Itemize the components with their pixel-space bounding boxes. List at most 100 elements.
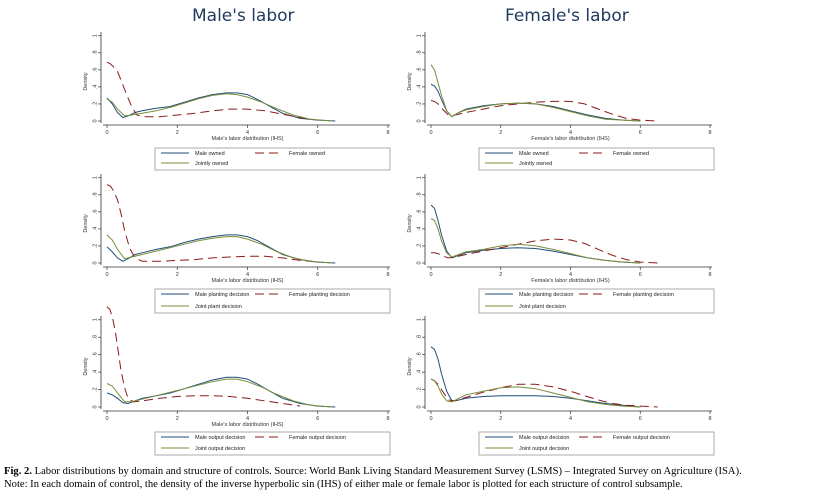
legend-label-3: Joint output decision [195,446,245,452]
x-tick-label: 4 [246,416,249,422]
legend-label-2: Female planting decision [289,292,350,298]
series-line-3 [430,64,641,122]
legend-label-2: Female planting decision [613,292,674,298]
x-tick-label: 8 [386,130,389,136]
y-tick-label: 1 [92,176,98,179]
panel-2: 0 .2 .4 .6 .8 1 Density 0 2 4 6 8 Female's labor dis… [407,32,715,171]
legend-label-2: Female output decision [289,435,346,441]
y-tick-label: .2 [92,387,98,392]
legend-label-2: Female owned [613,151,649,157]
legend-label-1: Male planting decision [195,292,249,298]
y-tick-label: .8 [416,335,422,340]
x-tick-label: 4 [569,272,572,278]
legend-box [154,431,391,456]
panel-4: 0 .2 .4 .6 .8 1 Density 0 2 4 6 8 Female's labor dis… [407,174,715,314]
series-line-3 [430,218,641,264]
x-tick-label: 4 [569,130,572,136]
x-tick-label: 8 [708,272,711,278]
y-tick-label: .6 [92,68,98,73]
caption-line1: Labor distributions by domain and struct… [34,466,742,477]
series-line-2 [430,100,658,122]
x-tick-label: 4 [569,416,572,422]
caption-label: Fig. 2. [4,466,32,477]
y-tick-label: .8 [92,50,98,55]
legend-label-1: Male output decision [195,435,245,441]
y-axis-label: Density [407,214,413,233]
legend-label-3: Joint output decision [519,446,569,452]
y-tick-label: 1 [416,176,422,179]
legend-box [478,431,715,456]
x-tick-label: 8 [708,130,711,136]
series-line-1 [106,234,336,264]
x-tick-label: 6 [316,416,319,422]
series-line-2 [106,184,318,263]
column-title-female: Female's labor [505,6,629,26]
x-tick-label: 0 [429,272,432,278]
y-tick-label: .2 [92,102,98,107]
legend-label-2: Female output decision [613,435,670,441]
y-tick-label: 0 [92,119,98,122]
y-tick-label: .8 [416,192,422,197]
legend-box [154,147,391,171]
y-tick-label: .8 [416,50,422,55]
panel-6: 0 .2 .4 .6 .8 1 Density 0 2 4 6 8 Male output decisi… [407,316,715,456]
y-tick-label: .6 [416,210,422,215]
y-tick-label: .2 [416,102,422,107]
y-tick-label: .6 [92,352,98,357]
series-line-3 [106,378,332,408]
y-axis-label: Density [407,72,413,91]
series-line-2 [430,378,658,408]
y-tick-label: .4 [416,227,422,232]
y-tick-label: 0 [92,261,98,264]
series-line-2 [106,306,301,407]
x-tick-label: 6 [639,130,642,136]
legend-label-1: Male owned [519,151,549,157]
y-tick-label: .8 [92,335,98,340]
legend-label-1: Male owned [195,151,225,157]
x-axis-label: Male's labor distribution (IHS) [212,278,284,284]
y-tick-label: .2 [92,244,98,249]
x-tick-label: 8 [386,416,389,422]
x-tick-label: 2 [499,130,502,136]
y-tick-label: 1 [416,318,422,321]
x-tick-label: 0 [429,130,432,136]
x-tick-label: 0 [105,272,108,278]
panel-3: 0 .2 .4 .6 .8 1 Density 0 2 4 6 8 Male's labor distr… [83,174,391,314]
series-line-2 [106,61,318,121]
x-axis-label: Male's labor distribution (IHS) [212,136,284,142]
series-line-3 [430,378,641,408]
x-tick-label: 0 [105,416,108,422]
chart-grid: 0 .2 .4 .6 .8 1 Density 0 2 4 6 8 Male's labor distr… [83,32,715,456]
legend-label-3: Jointly owned [195,161,228,167]
y-axis-label: Density [407,357,413,376]
series-line-1 [430,346,641,408]
panel-1: 0 .2 .4 .6 .8 1 Density 0 2 4 6 8 Male's labor distr… [83,32,391,171]
y-axis-label: Density [83,357,89,376]
series-line-3 [106,93,332,122]
y-tick-label: 1 [92,34,98,37]
y-tick-label: .4 [416,85,422,90]
y-tick-label: .2 [416,387,422,392]
column-title-male: Male's labor [192,6,295,26]
x-tick-label: 2 [176,416,179,422]
x-axis-label: Female's labor distribution (IHS) [531,136,610,142]
legend-label-1: Male output decision [519,435,569,441]
y-tick-label: .4 [416,370,422,375]
panel-5: 0 .2 .4 .6 .8 1 Density 0 2 4 6 8 Male's labor distr… [83,306,391,456]
x-tick-label: 4 [246,130,249,136]
y-tick-label: .6 [416,68,422,73]
x-tick-label: 2 [176,272,179,278]
x-tick-label: 6 [639,272,642,278]
y-tick-label: 1 [416,34,422,37]
y-tick-label: .6 [92,210,98,215]
legend-label-1: Male planting decision [519,292,573,298]
legend-box [154,288,391,314]
x-tick-label: 2 [176,130,179,136]
y-axis-label: Density [83,214,89,233]
y-tick-label: .4 [92,227,98,232]
legend-label-3: Jointly owned [519,161,552,167]
x-tick-label: 6 [316,130,319,136]
series-line-2 [431,238,658,264]
x-tick-label: 0 [429,416,432,422]
x-axis-label: Male's labor distribution (IHS) [212,422,284,428]
